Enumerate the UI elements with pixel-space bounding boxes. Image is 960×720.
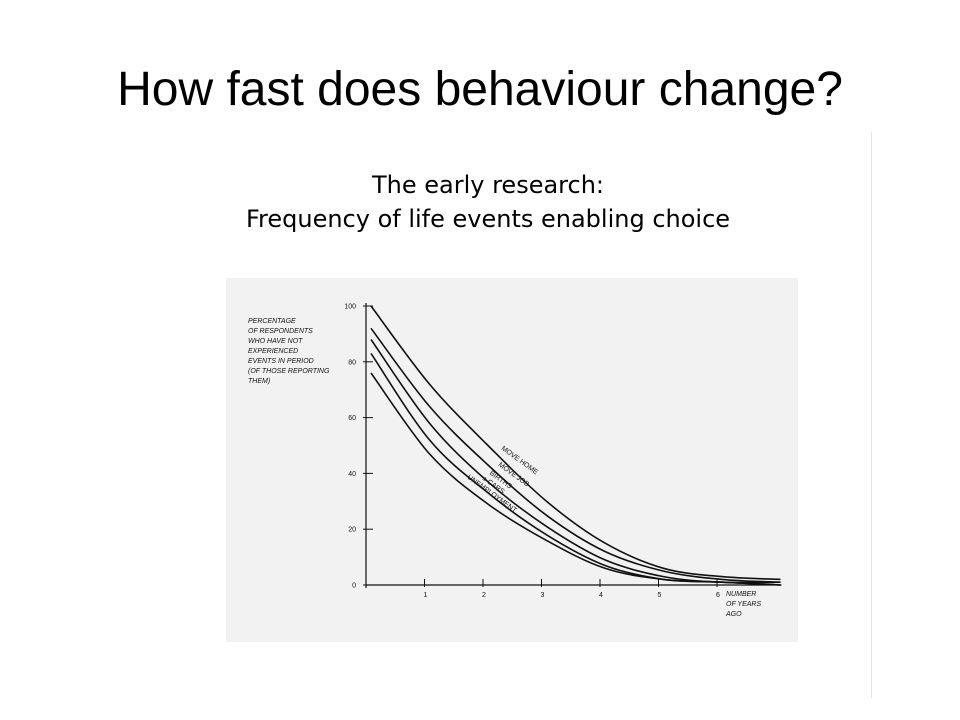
- x-tick-label: 5: [658, 592, 662, 599]
- y-axis-label-line: EXPERIENCED: [248, 348, 298, 355]
- x-tick-label: 6: [716, 592, 720, 599]
- y-tick-label: 80: [348, 359, 356, 366]
- series-line-unemployment: [370, 372, 781, 586]
- series-line-births: [370, 339, 781, 584]
- y-axis-label-line: THEM): [248, 378, 270, 385]
- y-tick-label: 60: [348, 415, 356, 422]
- y-tick-label: 20: [348, 527, 356, 534]
- x-axis-label-line: NUMBER: [726, 591, 756, 598]
- chart-subtitle: The early research: Frequency of life ev…: [0, 168, 960, 236]
- y-axis-label-line: (OF THOSE REPORTING: [248, 368, 330, 375]
- y-tick-label: 0: [352, 583, 356, 590]
- series-line-move-home: [370, 305, 781, 581]
- slide-title: How fast does behaviour change?: [117, 63, 843, 116]
- y-tick-label: 100: [344, 304, 356, 311]
- y-axis-label-line: PERCENTAGE: [248, 318, 296, 325]
- subtitle-line-1: The early research:: [371, 171, 605, 199]
- x-tick-label: 4: [599, 592, 603, 599]
- chart-svg: 0 20 40 60 80 100 1 2 3 4 5 6 PERCENTAGE OF RESPONDEN…: [248, 303, 782, 618]
- y-tick-label: 40: [348, 471, 356, 478]
- subtitle-line-2: Frequency of life events enabling choice: [245, 205, 731, 233]
- x-tick-label: 2: [482, 592, 486, 599]
- x-tick-label: 1: [424, 592, 428, 599]
- x-axis-label-line: AGO: [725, 611, 742, 618]
- y-axis-label-line: EVENTS IN PERIOD: [248, 358, 314, 365]
- series-line-move-job: [370, 327, 781, 583]
- chart-image: 0 20 40 60 80 100 1 2 3 4 5 6 PERCENTAGE OF RESPONDEN…: [226, 278, 798, 642]
- x-axis-label-line: OF YEARS: [726, 601, 761, 608]
- x-tick-label: 3: [541, 592, 545, 599]
- y-axis-label-line: WHO HAVE NOT: [248, 338, 303, 345]
- slide-divider-line: [871, 132, 872, 698]
- y-axis-label-line: OF RESPONDENTS: [248, 328, 313, 335]
